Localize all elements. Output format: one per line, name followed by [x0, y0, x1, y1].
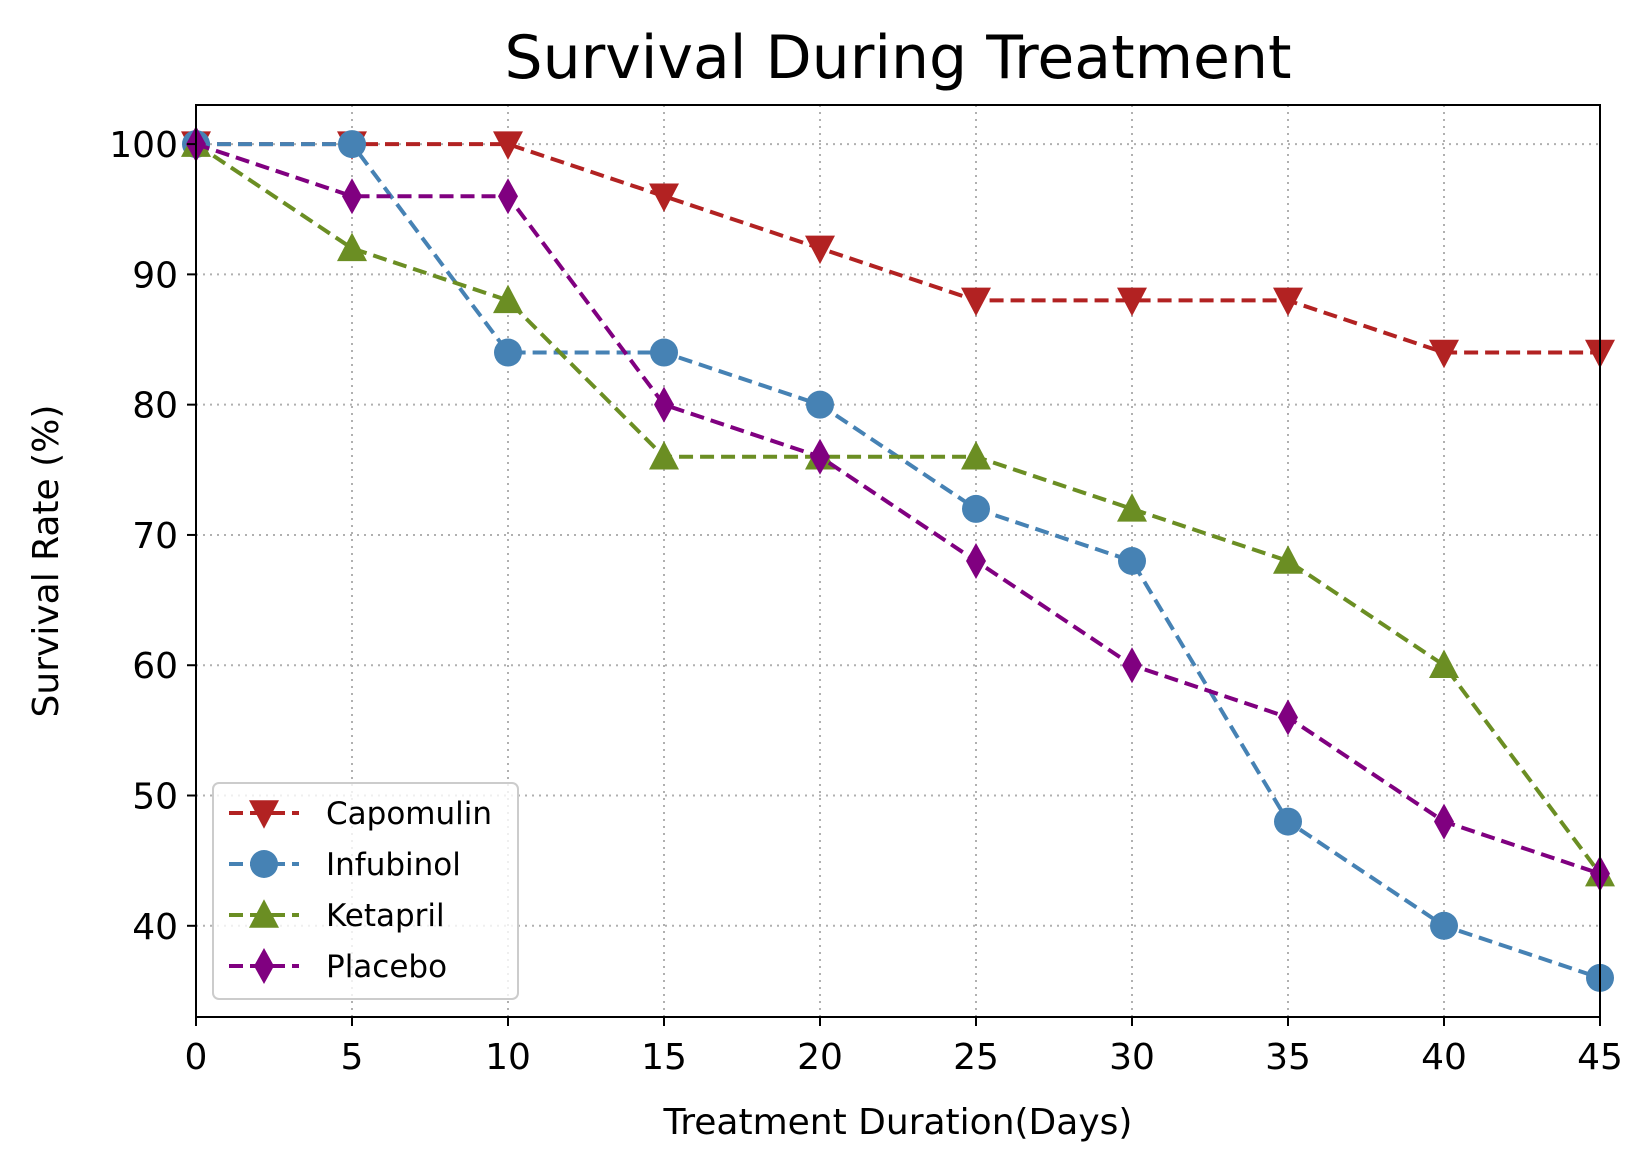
legend-label-ketapril: Ketapril: [326, 898, 445, 934]
x-tick-label: 20: [797, 1037, 843, 1078]
data-point-placebo: [654, 386, 674, 423]
y-axis-label: Survival Rate (%): [26, 405, 67, 718]
legend-item-ketapril: Ketapril: [229, 898, 445, 934]
data-point-capomulin: [961, 287, 991, 317]
data-point-capomulin: [649, 183, 679, 212]
legend-box: [212, 782, 519, 1000]
data-point-ketapril: [337, 232, 367, 262]
data-point-placebo: [498, 178, 518, 215]
data-point-ketapril: [649, 441, 679, 470]
data-point-infubinol: [650, 338, 678, 367]
legend: Capomulin Infubinol Ketapril Placebo: [212, 782, 519, 1000]
legend-marker-ketapril: [249, 899, 279, 928]
data-point-ketapril: [1273, 545, 1303, 574]
x-tick-label: 30: [1109, 1037, 1155, 1078]
legend-item-infubinol: Infubinol: [229, 847, 461, 883]
legend-marker-infubinol: [250, 850, 278, 878]
data-point-infubinol: [962, 494, 990, 523]
axis-ticks: 0 5 10 15 20 25 30 35 40 45 40 50 60 70 80 90 100: [109, 125, 1623, 1078]
chart-title: Survival During Treatment: [504, 23, 1291, 93]
y-tick-label: 50: [132, 777, 178, 818]
data-point-infubinol: [806, 390, 834, 419]
legend-marker-capomulin: [249, 800, 279, 829]
x-tick-label: 5: [341, 1037, 364, 1078]
series-line-placebo: [195, 142, 1601, 876]
data-point-infubinol: [1430, 911, 1458, 940]
data-point-capomulin: [1273, 287, 1303, 317]
legend-item-placebo: Placebo: [229, 948, 447, 985]
data-point-placebo: [1278, 699, 1298, 736]
series-ketapril: [181, 128, 1615, 887]
series-placebo: [186, 126, 1610, 892]
data-point-ketapril: [1117, 493, 1147, 522]
y-tick-label: 80: [132, 386, 178, 427]
legend-marker-placebo: [254, 948, 274, 984]
y-tick-label: 90: [132, 255, 178, 296]
y-tick-label: 40: [132, 907, 178, 948]
data-point-placebo: [342, 178, 362, 215]
legend-item-capomulin: Capomulin: [229, 796, 492, 832]
x-axis-label: Treatment Duration(Days): [663, 1102, 1133, 1143]
x-tick-label: 40: [1421, 1037, 1467, 1078]
x-tick-label: 35: [1265, 1037, 1311, 1078]
plot-frame: [195, 104, 1601, 1018]
data-point-capomulin: [1429, 339, 1459, 369]
data-point-capomulin: [493, 131, 523, 160]
data-point-capomulin: [1117, 287, 1147, 317]
x-tick-label: 45: [1577, 1037, 1623, 1078]
data-point-infubinol: [338, 130, 366, 159]
legend-label-infubinol: Infubinol: [326, 847, 461, 883]
data-point-ketapril: [493, 284, 523, 314]
x-tick-label: 25: [953, 1037, 999, 1078]
data-point-placebo: [1122, 647, 1142, 684]
data-point-capomulin: [805, 235, 835, 265]
legend-label-placebo: Placebo: [326, 949, 447, 985]
data-point-ketapril: [961, 441, 991, 470]
series-line-capomulin: [196, 142, 1600, 355]
data-point-placebo: [1434, 803, 1454, 840]
data-point-infubinol: [494, 338, 522, 367]
data-point-infubinol: [1274, 807, 1302, 836]
legend-label-capomulin: Capomulin: [326, 796, 492, 832]
data-point-placebo: [966, 543, 986, 579]
x-tick-label: 10: [485, 1037, 531, 1078]
series-line-ketapril: [194, 142, 1602, 875]
data-point-ketapril: [1429, 649, 1459, 678]
data-point-placebo: [810, 438, 830, 475]
y-tick-label: 60: [132, 646, 178, 687]
x-tick-label: 15: [641, 1037, 687, 1078]
x-tick-label: 0: [185, 1037, 208, 1078]
y-tick-label: 70: [132, 516, 178, 557]
data-point-infubinol: [1118, 547, 1146, 575]
y-tick-label: 100: [109, 125, 178, 166]
